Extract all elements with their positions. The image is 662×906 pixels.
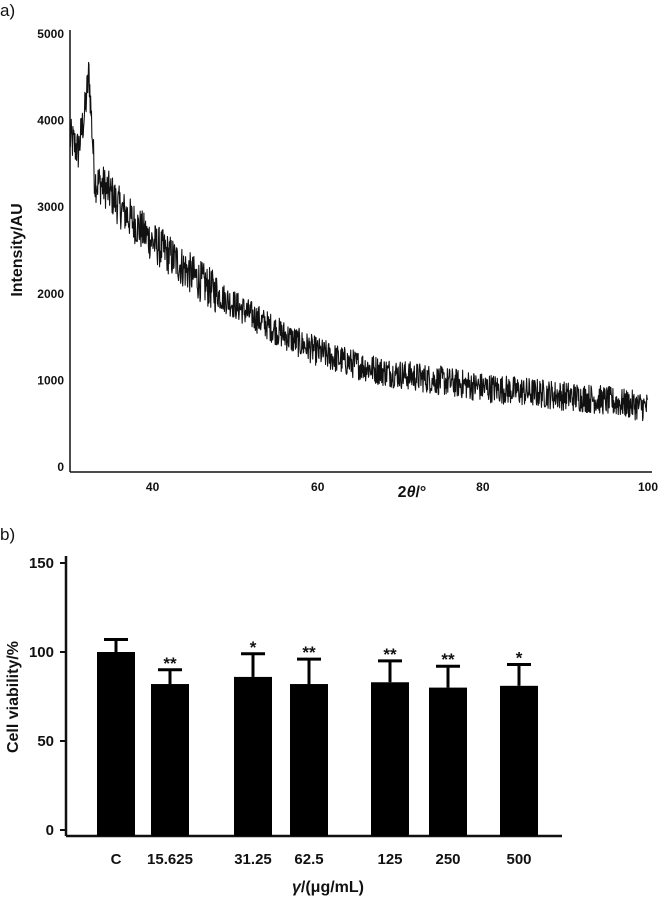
- xrd-x-tick-label: 60: [311, 480, 325, 494]
- xrd-y-tick-label: 0: [57, 460, 64, 474]
- xrd-x-axis-title-symbol: θ: [407, 484, 416, 501]
- xrd-y-tick-label: 5000: [37, 27, 64, 41]
- viability-bar: [97, 652, 135, 836]
- viability-x-axis-title: γ/(μg/mL): [292, 879, 364, 896]
- xrd-y-tick-label: 1000: [37, 373, 64, 387]
- xrd-line-chart: 0 1000 2000 3000 4000 5000 40 60 80 100 Intensit…: [9, 27, 658, 501]
- viability-bar: [151, 684, 189, 836]
- viability-bar: [429, 687, 467, 836]
- xrd-x-axis-title-unit: /°: [415, 484, 426, 501]
- viability-bar: [371, 682, 409, 836]
- viability-bar: [234, 676, 272, 836]
- viability-y-tick-label: 100: [29, 644, 54, 661]
- xrd-x-axis-title-prefix: 2: [398, 484, 407, 501]
- significance-marker: *: [516, 648, 523, 667]
- viability-category-label: 500: [506, 851, 531, 868]
- viability-y-tick-label: 0: [46, 822, 54, 839]
- viability-bars: *** ** ** ** *: [97, 638, 538, 836]
- xrd-x-tick-label: 40: [146, 480, 160, 494]
- xrd-y-tick-label: 4000: [37, 114, 64, 128]
- xrd-y-tick-label: 3000: [37, 200, 64, 214]
- viability-y-tick-label: 50: [37, 733, 54, 750]
- viability-category-label: C: [111, 851, 122, 868]
- viability-category-label: 31.25: [234, 851, 272, 868]
- xrd-series-line: [69, 61, 649, 422]
- viability-y-axis-title: Cell viability/%: [5, 641, 22, 753]
- xrd-y-axis-title: Intensity/AU: [9, 203, 26, 296]
- xrd-x-axis-title: 2θ/°: [398, 484, 427, 501]
- xrd-y-ticks: 0 1000 2000 3000 4000 5000: [37, 27, 64, 474]
- panel-a-label: a): [0, 1, 15, 20]
- viability-category-label: 250: [435, 851, 460, 868]
- viability-x-axis-title-unit: /(μg/mL): [301, 879, 364, 896]
- viability-category-label: 15.625: [147, 851, 193, 868]
- viability-x-ticks: C 15.625 31.25 62.5 125 250 500: [111, 851, 532, 868]
- viability-y-ticks: 0 50 100 150: [29, 555, 66, 839]
- viability-x-axis-title-symbol: γ: [292, 879, 302, 896]
- significance-marker: *: [250, 638, 257, 657]
- viability-bar: [290, 684, 328, 836]
- viability-y-tick-label: 150: [29, 555, 54, 572]
- significance-marker: **: [302, 643, 316, 662]
- xrd-x-tick-label: 80: [476, 480, 490, 494]
- panel-b-label: b): [0, 525, 15, 544]
- viability-category-label: 62.5: [294, 851, 323, 868]
- xrd-y-tick-label: 2000: [37, 287, 64, 301]
- xrd-x-ticks: 40 60 80 100: [146, 480, 658, 494]
- significance-marker: **: [441, 650, 455, 669]
- significance-marker: **: [383, 645, 397, 664]
- significance-marker: **: [163, 654, 177, 673]
- xrd-x-tick-label: 100: [638, 480, 658, 494]
- viability-bar: [500, 685, 538, 836]
- viability-category-label: 125: [377, 851, 402, 868]
